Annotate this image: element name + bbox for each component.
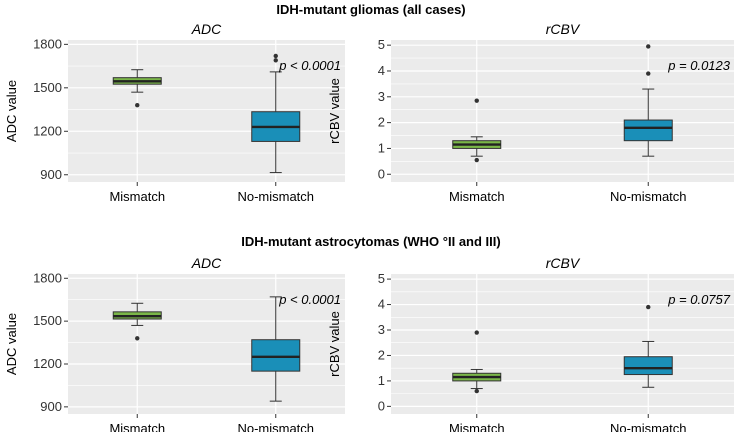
outlier-point (646, 44, 651, 49)
box-mismatch (452, 330, 502, 394)
y-tick-label: 1500 (33, 313, 62, 328)
y-axis-label: ADC value (4, 313, 19, 375)
outlier-point (474, 330, 479, 335)
y-tick-label: 1200 (33, 356, 62, 371)
box-no-mismatch (623, 304, 673, 388)
panel-title: rCBV (546, 255, 581, 271)
panel-background (391, 40, 734, 182)
chart-panel-2: 900 1200 1500 1800 Mismatch No-mismatch ADC ADC… (4, 255, 345, 432)
x-tick-label: Mismatch (449, 189, 505, 204)
box-mismatch (112, 69, 162, 108)
y-tick-label: 1500 (33, 80, 62, 95)
x-tick-label: Mismatch (449, 421, 505, 432)
y-tick-label: 1 (378, 373, 385, 388)
box-no-mismatch (251, 296, 301, 402)
panel-title: rCBV (546, 21, 581, 37)
box-iqr (251, 339, 301, 372)
outlier-point (646, 304, 651, 310)
outlier-point (135, 103, 140, 108)
y-tick-label: 4 (378, 297, 385, 312)
y-tick-label: 0 (378, 166, 385, 181)
panel-title: ADC (191, 21, 222, 37)
box-no-mismatch (251, 53, 301, 174)
y-tick-label: 3 (378, 89, 385, 104)
outlier-point (135, 336, 140, 341)
y-tick-label: 4 (378, 63, 385, 78)
p-value-annotation: p < 0.0001 (278, 292, 341, 307)
y-axis-label: ADC value (4, 80, 19, 142)
panel-background (391, 274, 734, 414)
section-title-astrocytomas: IDH-mutant astrocytomas (WHO °II and III… (241, 234, 500, 249)
y-tick-label: 5 (378, 37, 385, 52)
section-title-all-cases: IDH-mutant gliomas (all cases) (276, 2, 465, 17)
p-value-annotation: p = 0.0757 (667, 292, 731, 307)
y-axis-label: rCBV value (327, 311, 342, 377)
outlier-point (273, 58, 278, 63)
y-tick-label: 2 (378, 115, 385, 130)
y-tick-label: 1200 (33, 123, 62, 138)
y-tick-label: 3 (378, 322, 385, 337)
p-value-annotation: p < 0.0001 (278, 58, 341, 73)
box-no-mismatch (623, 44, 673, 157)
box-mismatch (452, 98, 502, 163)
panel-title: ADC (191, 255, 222, 271)
outlier-point (474, 98, 479, 103)
outlier-point (273, 53, 278, 59)
x-tick-label: No-mismatch (237, 421, 314, 432)
x-tick-label: No-mismatch (237, 189, 314, 204)
y-tick-label: 900 (40, 167, 62, 182)
outlier-point (646, 71, 651, 76)
outlier-point (474, 157, 479, 163)
y-tick-label: 5 (378, 271, 385, 286)
chart-panel-0: 900 1200 1500 1800 Mismatch No-mismatch ADC ADC… (4, 21, 345, 204)
box-iqr (623, 119, 673, 142)
y-tick-label: 1800 (33, 36, 62, 51)
x-tick-label: No-mismatch (610, 189, 687, 204)
y-tick-label: 0 (378, 398, 385, 413)
chart-panel-1: 0 1 2 3 4 5 Mismatch No-mismatch rCBV rCBV value p… (327, 21, 734, 204)
x-tick-label: Mismatch (109, 421, 165, 432)
x-tick-label: Mismatch (109, 189, 165, 204)
y-tick-label: 1800 (33, 270, 62, 285)
p-value-annotation: p = 0.0123 (667, 58, 731, 73)
y-tick-label: 1 (378, 140, 385, 155)
box-mismatch (112, 302, 162, 341)
box-iqr (623, 356, 673, 376)
y-axis-label: rCBV value (327, 78, 342, 144)
x-tick-label: No-mismatch (610, 421, 687, 432)
y-tick-label: 2 (378, 347, 385, 362)
chart-panel-3: 0 1 2 3 4 5 Mismatch No-mismatch rCBV rCBV value p… (327, 255, 734, 432)
outlier-point (474, 388, 479, 394)
y-tick-label: 900 (40, 399, 62, 414)
panel-background (68, 40, 345, 182)
